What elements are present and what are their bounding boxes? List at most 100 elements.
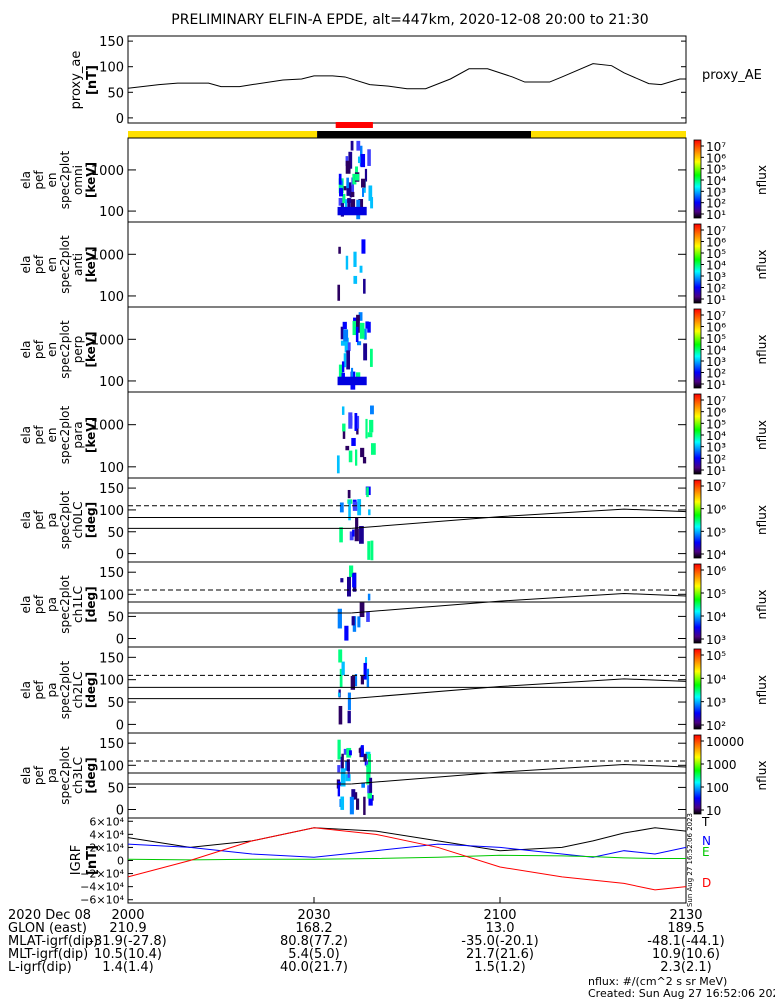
spec_omni-heat-cell <box>345 160 351 174</box>
proxy-ae-yunit: [nT] <box>85 65 100 95</box>
spec_anti-ylabel: spec2plot <box>58 235 72 294</box>
igrf-ytick-label: 4×10⁴ <box>89 828 124 841</box>
spec_anti-heat-cell <box>345 255 349 270</box>
spec_omni-heat-cell <box>343 186 347 191</box>
igrf-ytick-label: 2×10⁴ <box>89 841 124 854</box>
spec_omni-heat-cell <box>361 178 366 188</box>
spec_perp-heat-cell <box>341 361 345 373</box>
ephem-value: -48.1(-44.1) <box>647 934 724 949</box>
pa_ch3-cbar-label: 10000 <box>706 735 744 749</box>
pa_ch2-heat-cell <box>347 692 351 710</box>
pa_ch3-ytick-label: 50 <box>107 781 124 796</box>
spec_omni-ylabel: en <box>45 173 59 188</box>
spec_para-ylabel: ela <box>19 426 33 444</box>
spec_perp-heat-cell <box>358 312 363 321</box>
pa_ch1-heat-cell <box>357 616 361 628</box>
pa_ch0-ytick-label: 50 <box>107 526 124 541</box>
spec_perp-ytick-label: 100 <box>99 375 124 390</box>
spec_para-heat-cell <box>348 412 353 429</box>
spec_para-ytick-label: 100 <box>99 461 124 476</box>
pa_ch1-ylabel: spec2plot <box>58 575 72 634</box>
pa_ch3-ylabel: ch3LC <box>71 757 85 794</box>
spec_omni-colorbar <box>693 139 702 219</box>
spec_perp-ylabel: pef <box>32 339 46 359</box>
pa_ch3-heat-cell <box>354 792 358 800</box>
spec_para-ylabel: [keV] <box>84 417 98 453</box>
spec_para-cbar-label: 10⁶ <box>706 406 726 420</box>
pa_ch2-ylabel: spec2plot <box>58 660 72 719</box>
pa_ch2-heat-cell <box>365 657 368 666</box>
spec_omni-heat-cell <box>348 151 353 169</box>
ephem-label-mlt: MLT-igrf(dip) <box>8 947 88 962</box>
spec_anti-frame <box>127 221 687 308</box>
pa_ch3-heat-cell <box>343 748 349 755</box>
spec_omni-heat-cell <box>346 182 352 196</box>
pa_ch3-heat-cell <box>366 764 371 785</box>
spec_omni-cbar-label: 10⁷ <box>706 140 726 154</box>
ephem-value: 40.0(21.7) <box>280 960 348 975</box>
spec_perp-ytick-label: 1000 <box>91 333 124 348</box>
spec_omni-ylabel: spec2plot <box>58 150 72 209</box>
side-timestamp: Sun Aug 27 16:52:06 2023 <box>686 813 694 907</box>
pa_ch2-ylabel: pef <box>32 680 46 700</box>
spec_anti-ylabel: pef <box>32 254 46 274</box>
pa_ch0-ylabel: ela <box>19 511 33 529</box>
igrf-legend-N: N <box>702 834 711 848</box>
spec_anti-ylabel: en <box>45 257 59 272</box>
ephem-value: 1.4(1.4) <box>102 960 154 975</box>
spec_omni-heat-cell <box>350 199 356 211</box>
spec_omni-cbar-label: 10¹ <box>706 208 726 222</box>
spec_perp-ylabel: spec2plot <box>58 320 72 379</box>
ephem-label-date: 2020 Dec 08 <box>8 908 91 923</box>
pa_ch3-heat-cell <box>351 789 356 800</box>
spec_anti-cbar-label: 10⁶ <box>706 236 726 250</box>
igrf-ytick-label: 0 <box>117 855 124 868</box>
spec_omni-cbar-label: 10⁴ <box>706 174 726 188</box>
spec_para-heat-cell <box>354 413 358 431</box>
spec_perp-ylabel: ela <box>19 340 33 358</box>
spec_anti-heat-cell <box>359 265 363 273</box>
spec_omni-heat-cell <box>357 156 363 164</box>
spec_para-heat-cell <box>367 432 373 438</box>
spec_perp-cbar-label: 10¹ <box>706 378 726 392</box>
pa_ch0-frame <box>127 477 687 563</box>
pa_ch3-heat-cell <box>368 795 373 806</box>
pa_ch3-heat-cell <box>340 768 346 787</box>
spec_omni-heat-cell <box>356 140 361 151</box>
pa_ch0-lc-line <box>351 508 687 529</box>
spec_para-heat-cell <box>370 405 374 415</box>
pa_ch0-ylabel: spec2plot <box>58 490 72 549</box>
pa_ch1-ytick-label: 0 <box>116 633 124 648</box>
pa_ch2-ytick-label: 100 <box>99 674 124 689</box>
pa_ch3-heat-cell <box>367 785 371 794</box>
x-axis-tick-label: 2100 <box>483 908 516 923</box>
spec_para-frame <box>127 391 687 479</box>
pa_ch0-ylabel: pa <box>45 513 59 528</box>
pa_ch0-heat-cell <box>339 502 344 513</box>
pa_ch1-ytick-label: 50 <box>107 610 124 625</box>
pa_ch1-colorbar <box>693 563 702 644</box>
science-zone-marker <box>335 122 373 128</box>
proxy-ae-line <box>127 63 686 90</box>
pa_ch0-heat-cell <box>352 529 355 537</box>
ephem-value: -35.0(-20.1) <box>461 934 538 949</box>
igrf-ytick-label: −6×10⁴ <box>80 894 124 907</box>
spec_anti-heat-cell <box>337 284 341 301</box>
spec_perp-heat-cell <box>367 321 371 333</box>
spec_omni-heat-cell <box>339 188 344 197</box>
spec_omni-heat-cell <box>346 177 349 189</box>
pa_ch2-ytick-label: 150 <box>99 651 124 666</box>
pa_ch3-heat-cell <box>365 751 371 759</box>
spec_anti-cbar-label: 10² <box>706 282 726 296</box>
spec_para-heat-cell <box>362 456 367 464</box>
pa_ch1-heat-cell <box>347 576 351 597</box>
spec_anti-cbar-label: 10⁷ <box>706 224 726 238</box>
pa_ch0-heat-cell <box>349 531 354 541</box>
igrf-series-E <box>127 854 686 861</box>
spec_anti-ytick-label: 100 <box>99 290 124 305</box>
spec_anti-cbar-label: 10³ <box>706 270 726 284</box>
spec_perp-cbar-label: 10⁶ <box>706 321 726 335</box>
pa_ch3-ylabel: pa <box>45 768 59 783</box>
spec_omni-heat-cell <box>367 149 371 166</box>
